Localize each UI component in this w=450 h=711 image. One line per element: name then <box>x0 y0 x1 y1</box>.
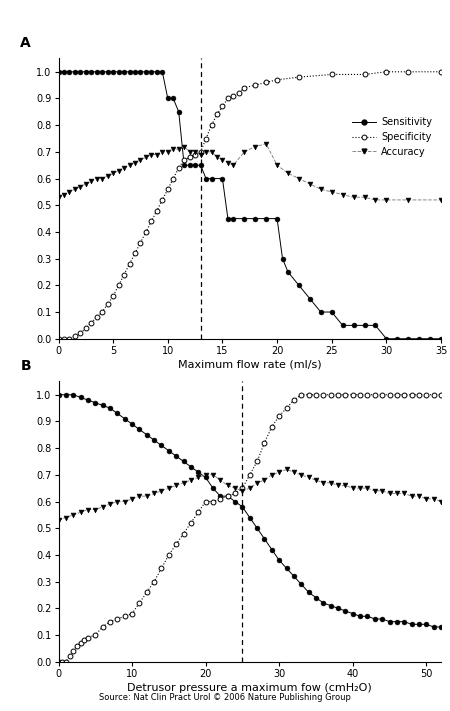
Legend: Sensitivity, Specificity, Accuracy: Sensitivity, Specificity, Accuracy <box>348 113 436 161</box>
Text: B: B <box>20 359 31 373</box>
Text: A: A <box>20 36 31 50</box>
Text: Medscape®: Medscape® <box>14 9 92 21</box>
Text: www.medscape.com: www.medscape.com <box>165 9 285 21</box>
X-axis label: Maximum flow rate (ml/s): Maximum flow rate (ml/s) <box>178 360 322 370</box>
Text: Source: Nat Clin Pract Urol © 2006 Nature Publishing Group: Source: Nat Clin Pract Urol © 2006 Natur… <box>99 693 351 702</box>
X-axis label: Detrusor pressure a maximum fow (cmH₂O): Detrusor pressure a maximum fow (cmH₂O) <box>127 683 372 693</box>
